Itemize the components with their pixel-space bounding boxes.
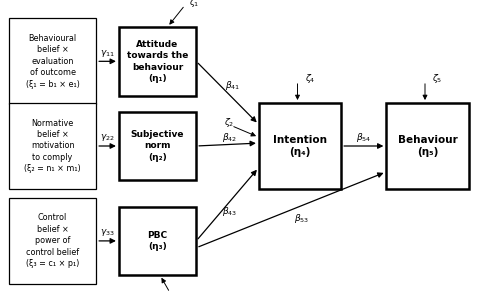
Text: $\gamma_{33}$: $\gamma_{33}$ <box>100 227 115 238</box>
Text: Intention
(η₄): Intention (η₄) <box>273 135 327 157</box>
Text: Subjective
norm
(η₂): Subjective norm (η₂) <box>131 130 184 162</box>
Text: $\zeta_4$: $\zeta_4$ <box>304 72 316 85</box>
FancyBboxPatch shape <box>119 27 196 95</box>
Text: $\zeta_3$: $\zeta_3$ <box>175 291 185 292</box>
FancyBboxPatch shape <box>119 207 196 275</box>
Text: $\beta_{54}$: $\beta_{54}$ <box>356 131 372 144</box>
FancyBboxPatch shape <box>259 103 341 189</box>
FancyBboxPatch shape <box>386 103 469 189</box>
Text: Behaviour
(η₅): Behaviour (η₅) <box>398 135 458 157</box>
Text: $\beta_{43}$: $\beta_{43}$ <box>222 205 238 218</box>
Text: PBC
(η₃): PBC (η₃) <box>148 231 168 251</box>
Text: Normative
belief ×
motivation
to comply
(ξ₂ = n₁ × m₁): Normative belief × motivation to comply … <box>24 119 81 173</box>
FancyBboxPatch shape <box>9 198 96 284</box>
Text: $\zeta_2$: $\zeta_2$ <box>224 116 234 129</box>
Text: $\zeta_5$: $\zeta_5$ <box>432 72 442 85</box>
FancyBboxPatch shape <box>119 112 196 180</box>
Text: $\beta_{42}$: $\beta_{42}$ <box>222 131 238 144</box>
FancyBboxPatch shape <box>9 103 96 189</box>
Text: Behavioural
belief ×
evaluation
of outcome
(ξ₁ = b₁ × e₁): Behavioural belief × evaluation of outco… <box>26 34 80 89</box>
Text: $\gamma_{11}$: $\gamma_{11}$ <box>100 48 115 59</box>
Text: Control
belief ×
power of
control belief
(ξ₃ = c₁ × p₁): Control belief × power of control belief… <box>26 213 79 268</box>
Text: $\gamma_{22}$: $\gamma_{22}$ <box>100 132 115 143</box>
Text: $\beta_{41}$: $\beta_{41}$ <box>225 79 240 92</box>
Text: $\beta_{53}$: $\beta_{53}$ <box>294 212 309 225</box>
FancyBboxPatch shape <box>9 18 96 105</box>
Text: $\zeta_1$: $\zeta_1$ <box>189 0 199 9</box>
Text: Attitude
towards the
behaviour
(η₁): Attitude towards the behaviour (η₁) <box>127 40 188 83</box>
